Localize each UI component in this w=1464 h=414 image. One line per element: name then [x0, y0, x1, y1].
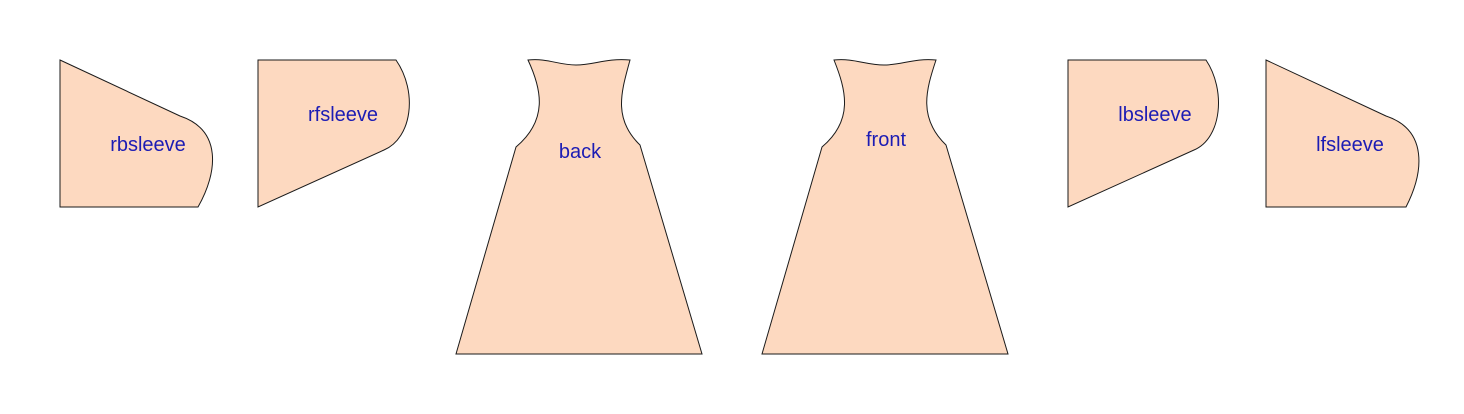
rfsleeve-label: rfsleeve — [308, 104, 378, 126]
back-label: back — [559, 141, 602, 163]
rbsleeve-label: rbsleeve — [110, 134, 186, 156]
front-piece[interactable]: front — [761, 59, 1009, 355]
lbsleeve-label: lbsleeve — [1118, 104, 1191, 126]
lfsleeve-piece[interactable]: lfsleeve — [1265, 59, 1420, 208]
rfsleeve-outline — [257, 59, 410, 208]
lfsleeve-outline — [1265, 59, 1420, 208]
rfsleeve-piece[interactable]: rfsleeve — [257, 59, 410, 208]
rbsleeve-piece[interactable]: rbsleeve — [59, 59, 213, 208]
front-outline — [761, 59, 1009, 355]
lbsleeve-piece[interactable]: lbsleeve — [1067, 59, 1219, 208]
front-label: front — [866, 129, 906, 151]
back-piece[interactable]: back — [455, 59, 703, 355]
lbsleeve-outline — [1067, 59, 1219, 208]
rbsleeve-outline — [59, 59, 213, 208]
lfsleeve-label: lfsleeve — [1316, 134, 1384, 156]
back-outline — [455, 59, 703, 355]
